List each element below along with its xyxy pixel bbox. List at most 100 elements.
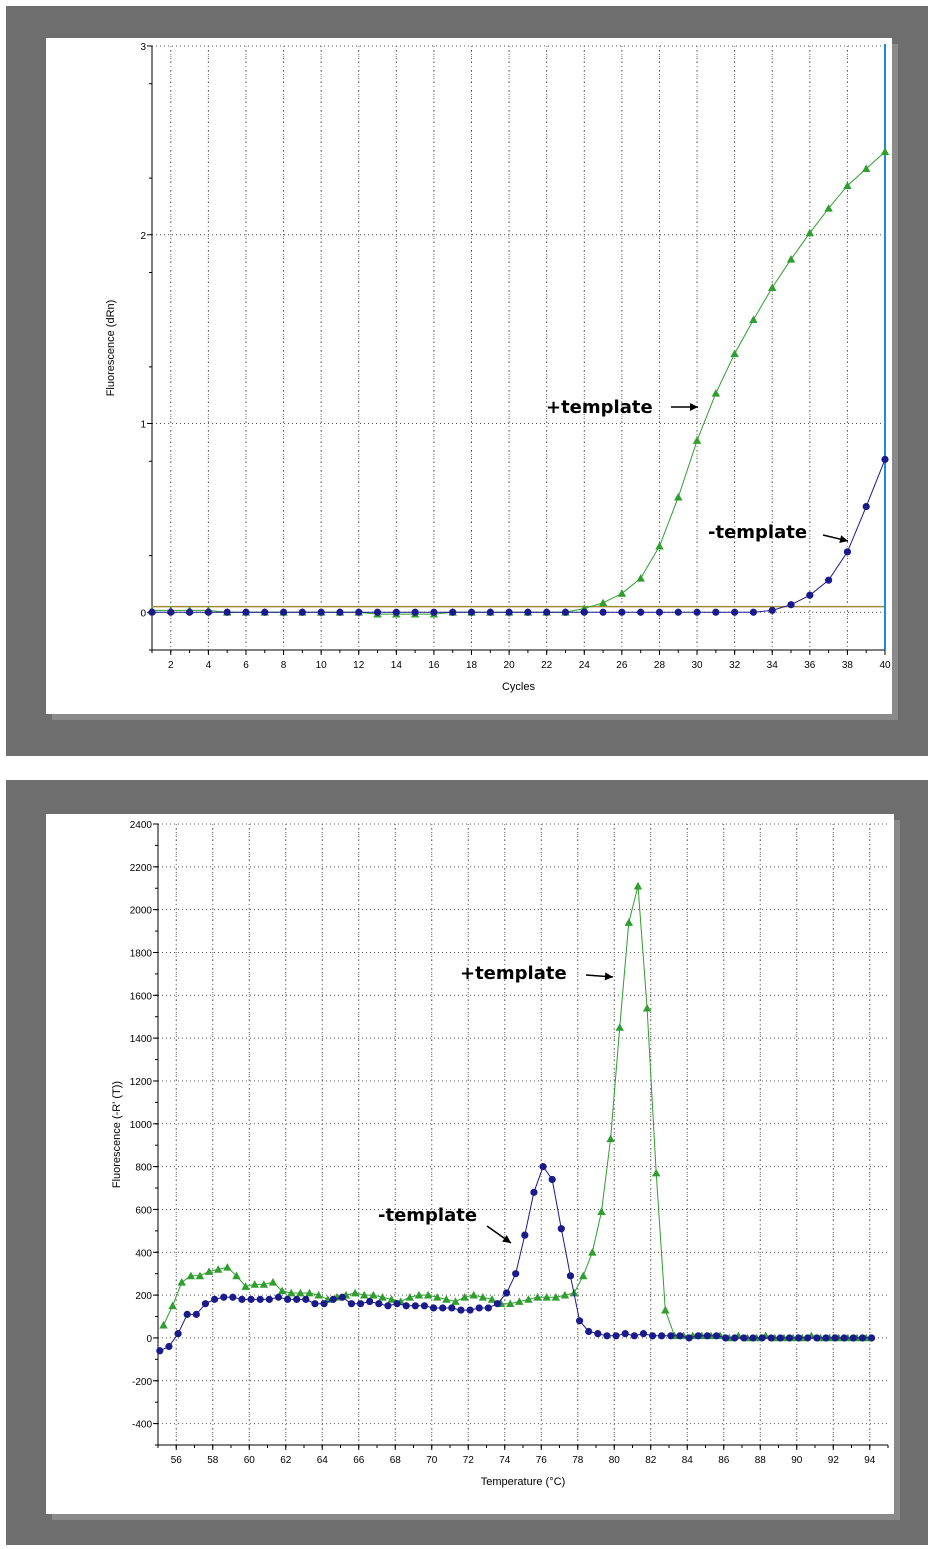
x-tick-label: 2: [168, 660, 174, 671]
series-1-point: [642, 1003, 652, 1012]
series-2-point: [183, 1310, 191, 1318]
series-1-point: [524, 1295, 533, 1303]
series-1-point: [711, 389, 721, 397]
series-1-point: [186, 1271, 196, 1280]
y-tick-label: 400: [135, 1248, 152, 1259]
series-1-point: [387, 1295, 396, 1303]
series-2-point: [557, 1225, 565, 1233]
x-tick-label: 70: [426, 1455, 438, 1466]
series-1-point: [360, 1290, 369, 1299]
series-1-point: [730, 349, 739, 358]
series-2-point: [384, 1302, 392, 1310]
series-1-point: [633, 881, 643, 890]
series-2-point: [712, 1332, 721, 1340]
series-2-point: [740, 1334, 748, 1342]
y-tick-label: 2000: [130, 906, 153, 917]
series-1-point: [214, 1265, 223, 1273]
series-1-point: [805, 228, 815, 237]
x-tick-label: 40: [879, 660, 891, 671]
x-tick-label: 4: [206, 660, 212, 671]
annotation-label: +template: [460, 963, 567, 984]
series-2-point: [356, 1300, 365, 1308]
series-1-point: [204, 1267, 214, 1275]
series-2-point: [167, 608, 175, 616]
series-2-point: [366, 1297, 374, 1306]
x-tick-label: 24: [579, 660, 591, 671]
series-2-point: [749, 1334, 757, 1342]
series-2-point: [566, 1272, 575, 1280]
x-tick-label: 94: [864, 1455, 876, 1466]
series-2-point: [439, 1304, 447, 1312]
series-1-point: [195, 1271, 205, 1280]
x-tick-label: 32: [729, 660, 741, 671]
series-2-point: [530, 1188, 538, 1196]
x-tick-label: 60: [244, 1455, 256, 1466]
x-tick-label: 66: [353, 1455, 365, 1466]
series-1-point: [786, 255, 796, 263]
series-2-point: [329, 1295, 337, 1303]
series-1-point: [542, 1293, 551, 1301]
melt-curve-plot-card: [46, 814, 894, 1514]
series-1-point: [259, 1280, 269, 1288]
series-1-point: [506, 1299, 515, 1308]
x-tick-label: 30: [691, 660, 703, 671]
y-tick-label: 2200: [130, 863, 153, 874]
series-2-point: [283, 1295, 292, 1303]
x-tick-label: 18: [466, 660, 478, 671]
x-tick-label: 88: [755, 1455, 767, 1466]
series-2-point: [402, 1302, 410, 1310]
series-2-point: [867, 1334, 876, 1342]
x-tick-label: 80: [609, 1455, 621, 1466]
series-2-point: [393, 1300, 401, 1308]
annotation-arrow-head: [502, 1235, 511, 1243]
series-1-point: [223, 1263, 232, 1271]
series-1-point: [451, 1297, 460, 1305]
series-2-point: [220, 1293, 228, 1301]
series-1-point: [350, 1288, 360, 1297]
series-2-point: [279, 608, 288, 616]
series-2-point: [247, 1295, 255, 1303]
y-tick-label: 0: [146, 1334, 152, 1345]
annotation-label: +template: [546, 397, 653, 418]
series-2-point: [648, 1332, 657, 1340]
series-1-point: [423, 1290, 433, 1299]
series-2-point: [731, 1334, 739, 1342]
annotation-arrow-head: [690, 403, 698, 411]
series-2-point: [843, 548, 852, 556]
series-1-point: [168, 1301, 177, 1310]
x-tick-label: 62: [280, 1455, 292, 1466]
series-2-point: [373, 608, 382, 616]
series-2-point: [676, 1332, 684, 1340]
series-2-point: [694, 1332, 702, 1340]
y-tick-label: -200: [132, 1377, 152, 1388]
series-2-point: [355, 608, 363, 616]
series-2-point: [293, 1295, 301, 1303]
series-2-point: [585, 1327, 593, 1336]
series-1-point: [287, 1288, 296, 1297]
x-tick-label: 86: [718, 1455, 730, 1466]
annotation-arrow-head: [839, 535, 848, 544]
series-2-point: [667, 1332, 675, 1340]
series-1-point: [296, 1288, 305, 1297]
series-1-point: [617, 589, 627, 597]
y-tick-label: 1: [140, 420, 146, 431]
series-2-point: [849, 1334, 857, 1342]
series-2-point: [242, 608, 250, 616]
series-2-point: [265, 1295, 273, 1303]
series-2-point: [685, 1334, 693, 1342]
y-tick-label: 1000: [130, 1120, 153, 1131]
annotation-label: -template: [708, 522, 807, 543]
series-2-point: [521, 1231, 529, 1239]
series-1-point: [268, 1278, 278, 1286]
series-1-point: [487, 1295, 497, 1303]
x-tick-label: 76: [536, 1455, 548, 1466]
series-1-point: [314, 1290, 323, 1299]
series-1-point: [880, 147, 890, 156]
series-1-point: [588, 1248, 597, 1256]
series-2-point: [776, 1334, 784, 1342]
series-1-point: [598, 598, 608, 607]
series-1-point: [277, 1286, 287, 1295]
series-2-point: [448, 1304, 456, 1312]
series-2-point: [630, 1332, 638, 1340]
